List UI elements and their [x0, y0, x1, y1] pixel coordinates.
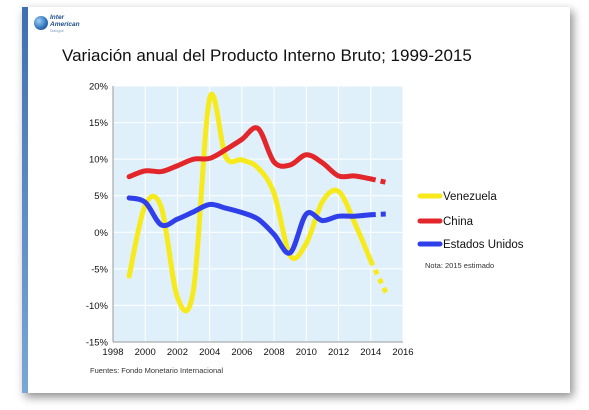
y-tick-label: -5%: [91, 264, 108, 275]
data-point-estados-unidos: [273, 233, 276, 236]
chart-note: Nota: 2015 estimado: [425, 261, 494, 270]
data-point-china: [176, 164, 179, 167]
y-tick-label: 0%: [94, 228, 108, 239]
series-line-china: [126, 125, 374, 182]
data-point-venezuela: [257, 166, 260, 169]
series-line-venezuela: [126, 92, 374, 314]
data-point-china: [128, 175, 131, 178]
data-point-estados-unidos: [353, 215, 356, 218]
data-point-estados-unidos: [176, 218, 179, 221]
data-point-estados-unidos: [337, 215, 340, 218]
data-point-venezuela: [128, 275, 131, 278]
data-point-venezuela: [208, 97, 211, 100]
data-point-china: [353, 174, 356, 177]
data-point-estados-unidos: [289, 251, 292, 254]
data-point-estados-unidos: [160, 223, 163, 226]
y-tick-label: -15%: [86, 338, 109, 349]
x-tick-label: 2000: [135, 347, 156, 358]
series-estimate-estados-unidos: [370, 211, 388, 218]
data-point-china: [240, 138, 243, 141]
chart-title: Variación anual del Producto Interno Bru…: [62, 46, 472, 65]
y-tick-label: -10%: [86, 301, 109, 312]
data-point-china: [192, 158, 195, 161]
data-point-china: [273, 161, 276, 164]
y-tick-label: 20%: [89, 82, 109, 93]
x-tick-label: 1998: [102, 347, 123, 358]
data-point-china: [385, 181, 388, 184]
data-point-venezuela: [160, 206, 163, 209]
data-point-china: [208, 157, 211, 160]
data-point-venezuela: [321, 200, 324, 203]
data-point-china: [289, 163, 292, 166]
data-point-venezuela: [337, 190, 340, 193]
data-point-estados-unidos: [305, 213, 308, 216]
data-point-venezuela: [385, 293, 388, 296]
data-point-estados-unidos: [369, 213, 372, 216]
data-point-venezuela: [273, 192, 276, 195]
y-tick-label: 5%: [94, 191, 108, 202]
data-point-estados-unidos: [192, 210, 195, 213]
logo-tagline: Dialogue: [50, 29, 64, 33]
x-tick-label: 2016: [392, 347, 413, 358]
logo-text: Inter American: [50, 14, 80, 28]
legend-label-china: China: [443, 216, 474, 228]
slide-sidebar: [22, 7, 28, 393]
x-tick-label: 2002: [167, 347, 188, 358]
data-point-estados-unidos: [321, 219, 324, 222]
data-point-china: [305, 153, 308, 156]
x-tick-label: 2012: [328, 347, 349, 358]
x-tick-label: 2014: [360, 347, 381, 358]
data-point-estados-unidos: [240, 211, 243, 214]
data-point-china: [224, 148, 227, 151]
legend-label-venezuela: Venezuela: [443, 191, 497, 203]
data-point-venezuela: [353, 221, 356, 224]
data-point-china: [321, 161, 324, 164]
data-point-venezuela: [192, 288, 195, 291]
data-point-estados-unidos: [208, 203, 211, 206]
data-point-estados-unidos: [144, 201, 147, 204]
data-point-china: [144, 169, 147, 172]
series-estimate-china: [370, 176, 388, 185]
chart-source: Fuentes: Fondo Monetario Internacional: [90, 366, 223, 375]
data-point-china: [257, 127, 260, 130]
x-tick-label: 2010: [296, 347, 317, 358]
globe-icon: [34, 16, 48, 30]
y-tick-label: 10%: [89, 155, 109, 166]
data-point-venezuela: [369, 259, 372, 262]
data-point-estados-unidos: [257, 218, 260, 221]
x-tick-label: 2008: [264, 347, 285, 358]
data-point-estados-unidos: [224, 207, 227, 210]
data-point-venezuela: [240, 158, 243, 161]
data-point-estados-unidos: [128, 196, 131, 199]
data-point-china: [160, 170, 163, 173]
data-point-venezuela: [224, 155, 227, 158]
data-point-estados-unidos: [385, 213, 388, 216]
y-tick-label: 15%: [89, 118, 109, 129]
series-line-estados-unidos: [126, 195, 374, 256]
data-point-venezuela: [176, 296, 179, 299]
series-estimate-venezuela: [368, 259, 390, 296]
data-point-china: [369, 177, 372, 180]
data-point-venezuela: [305, 242, 308, 245]
x-tick-label: 2004: [199, 347, 220, 358]
inter-american-dialogue-logo: Inter American Dialogue: [32, 11, 92, 39]
data-point-china: [337, 174, 340, 177]
legend-label-estados-unidos: Estados Unidos: [443, 239, 524, 251]
x-tick-label: 2006: [231, 347, 252, 358]
